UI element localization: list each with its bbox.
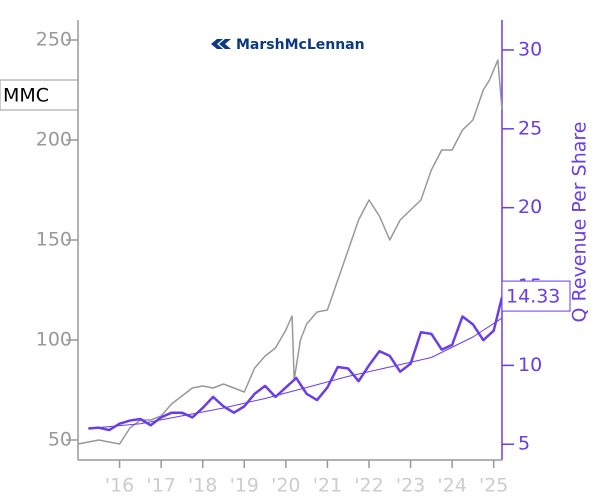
y-tick-label: 200 (36, 129, 72, 151)
y2-tick-label: 20 (518, 196, 542, 218)
y-tick-label: 50 (48, 429, 72, 451)
logo-icon (211, 39, 231, 49)
x-tick-label: '25 (479, 475, 508, 497)
y-tick-label: 250 (36, 29, 72, 51)
y2-tick-label: 10 (518, 354, 542, 376)
series-line (88, 296, 504, 432)
x-tick-label: '22 (354, 475, 383, 497)
y2-tick-label: 30 (518, 38, 542, 60)
series-line (77, 59, 503, 445)
x-tick-label: '24 (437, 475, 466, 497)
logo: MarshMcLennan (211, 37, 365, 53)
series-line (88, 317, 503, 429)
x-tick-label: '21 (313, 475, 342, 497)
y2-tick-label: 25 (518, 117, 542, 139)
last-value-box (501, 280, 571, 312)
y2-axis-label: Q Revenue Per Share (569, 122, 591, 323)
logo-text: MarshMcLennan (236, 37, 365, 53)
y-tick-label: 100 (36, 329, 72, 351)
ticker: MMC (3, 85, 49, 107)
x-tick-label: '23 (396, 475, 425, 497)
y-tick-label: 150 (36, 229, 72, 251)
last-value-label: 14.33 (506, 286, 560, 308)
x-tick-label: '18 (188, 475, 217, 497)
x-tick-label: '19 (230, 475, 259, 497)
x-tick-label: '20 (271, 475, 300, 497)
y2-tick-label: 5 (518, 433, 530, 455)
x-tick-label: '16 (105, 475, 134, 497)
x-tick-label: '17 (146, 475, 175, 497)
